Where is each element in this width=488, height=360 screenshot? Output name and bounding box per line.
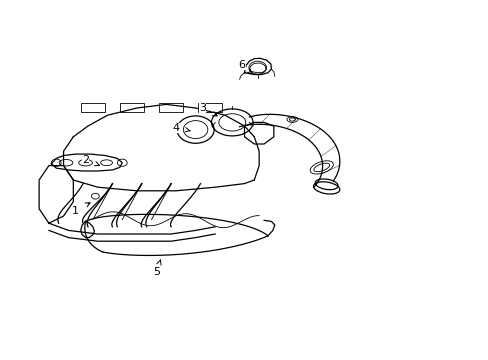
Text: 2: 2	[82, 155, 89, 165]
Text: 1: 1	[72, 206, 79, 216]
Text: 4: 4	[172, 123, 179, 133]
Text: 3: 3	[199, 103, 206, 113]
Text: 5: 5	[153, 267, 160, 277]
Text: 6: 6	[238, 60, 245, 70]
